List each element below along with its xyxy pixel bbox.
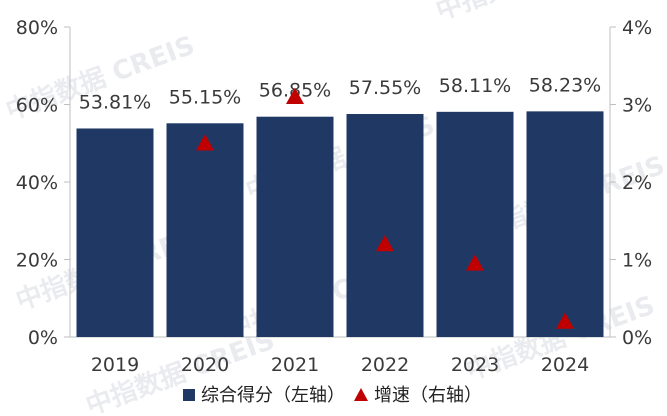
bar-data-label: 58.23% — [529, 74, 601, 96]
x-tick-label: 2023 — [451, 354, 499, 376]
left-tick-label: 80% — [16, 17, 58, 39]
growth-marker — [196, 134, 214, 151]
growth-marker — [466, 254, 484, 271]
left-tick-label: 20% — [16, 250, 58, 272]
x-tick-label: 2024 — [541, 354, 589, 376]
right-tick-label: 3% — [622, 95, 652, 117]
bar — [436, 111, 514, 337]
data-labels: 53.81%55.15%56.85%57.55%58.11%58.23% — [79, 74, 601, 113]
left-tick-label: 0% — [28, 327, 58, 349]
bar — [346, 113, 424, 338]
legend: 综合得分（左轴） 增速（右轴） — [183, 385, 482, 406]
bar-data-label: 53.81% — [79, 91, 151, 113]
right-tick-label: 2% — [622, 172, 652, 194]
x-tick-label: 2022 — [361, 354, 409, 376]
bar — [166, 123, 244, 337]
right-tick-label: 0% — [622, 327, 652, 349]
axes: 0% 20% 40% 60% 80% 0% 1% 2% 3% 4% 2019 2020 2021 2022… — [16, 17, 652, 376]
bar-data-label: 57.55% — [349, 77, 421, 99]
x-tick-label: 2021 — [271, 354, 319, 376]
growth-marker — [376, 235, 394, 252]
bar-data-label: 58.11% — [439, 75, 511, 97]
legend-triangle-swatch — [354, 388, 368, 401]
watermark-text: 中指数据 CREIS — [432, 0, 629, 27]
left-tick-label: 40% — [16, 172, 58, 194]
legend-triangle-label: 增速（右轴） — [374, 385, 482, 406]
bar — [526, 111, 604, 337]
bar — [256, 116, 334, 337]
bar — [76, 128, 154, 337]
growth-marker — [286, 87, 304, 104]
bar-series — [76, 111, 604, 338]
legend-bar-swatch — [183, 389, 195, 401]
right-tick-label: 1% — [622, 250, 652, 272]
left-tick-label: 60% — [16, 95, 58, 117]
bar-data-label: 55.15% — [169, 86, 241, 108]
legend-bar-label: 综合得分（左轴） — [201, 385, 345, 406]
triangle-series — [196, 87, 574, 329]
x-tick-label: 2020 — [181, 354, 229, 376]
growth-marker — [556, 312, 574, 329]
x-tick-label: 2019 — [91, 354, 139, 376]
right-tick-label: 4% — [622, 17, 652, 39]
